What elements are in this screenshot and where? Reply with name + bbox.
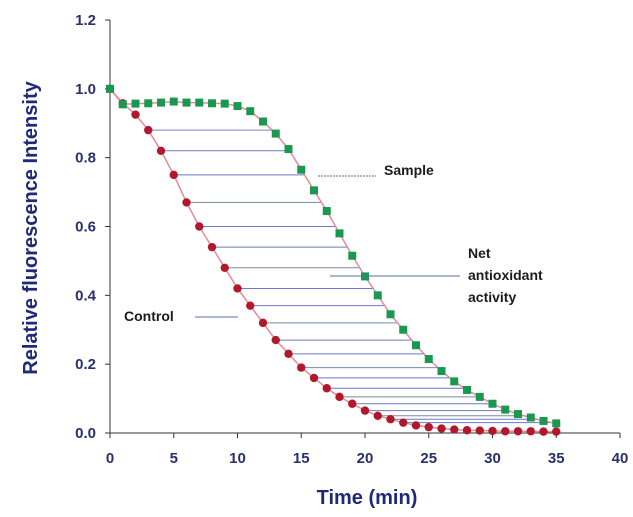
data-point-sample	[348, 251, 357, 260]
x-tick-label: 15	[293, 450, 310, 467]
data-point-control	[501, 427, 510, 436]
data-point-sample	[501, 405, 510, 414]
data-point-sample	[526, 413, 535, 422]
data-point-sample	[118, 100, 127, 109]
data-point-control	[552, 427, 561, 436]
data-point-sample	[450, 377, 459, 386]
x-tick-label: 30	[484, 450, 501, 467]
data-point-sample	[488, 399, 497, 408]
y-tick-label: 0.2	[75, 356, 96, 373]
data-point-control	[297, 363, 306, 372]
data-point-control	[539, 427, 548, 436]
data-point-control	[450, 425, 459, 434]
series-points	[105, 84, 561, 436]
data-point-sample	[208, 99, 216, 108]
x-tick-label: 0	[106, 450, 114, 467]
y-tick-label: 1.2	[75, 12, 96, 29]
data-point-sample	[552, 419, 561, 428]
data-point-control	[424, 422, 433, 432]
y-tick-label: 1.0	[75, 81, 96, 98]
data-point-sample	[284, 145, 293, 154]
data-point-control	[475, 426, 484, 435]
x-axis-title: Time (min)	[317, 487, 418, 509]
data-point-sample	[131, 99, 140, 108]
y-tick-label: 0.4	[75, 287, 97, 304]
net-activity-lines	[148, 129, 553, 424]
data-point-control	[488, 426, 497, 436]
data-point-control	[437, 424, 446, 433]
annotation-net: Net	[468, 245, 491, 261]
data-point-control	[195, 222, 204, 231]
data-point-control	[271, 335, 280, 345]
data-point-control	[258, 318, 268, 328]
data-point-sample	[399, 325, 408, 334]
data-point-sample	[463, 385, 471, 394]
data-point-control	[399, 418, 408, 427]
data-point-sample	[386, 310, 395, 319]
data-point-sample	[157, 98, 165, 107]
data-point-control	[322, 384, 331, 393]
data-point-control	[526, 427, 535, 436]
x-tick-label: 25	[420, 450, 437, 467]
data-point-control	[309, 373, 319, 383]
data-point-sample	[220, 99, 229, 108]
axes: 0 5 10 15 20 25 30 35 40 0.0 0.2 0.4 0.6 0.8 1.0 1.2	[75, 12, 628, 467]
data-point-control	[373, 411, 382, 420]
data-point-control	[220, 263, 229, 272]
annotation-activity: activity	[468, 289, 516, 305]
data-point-sample	[310, 186, 318, 195]
data-point-sample	[271, 129, 280, 138]
data-point-control	[513, 427, 523, 436]
data-point-control	[131, 110, 140, 119]
data-point-control	[386, 415, 395, 424]
data-point-sample	[412, 341, 420, 350]
y-tick-label: 0.0	[75, 425, 96, 442]
data-point-sample	[169, 97, 178, 106]
y-tick-label: 0.6	[75, 219, 96, 236]
data-point-control	[462, 426, 472, 435]
data-point-sample	[233, 102, 242, 111]
data-point-control	[182, 198, 191, 207]
x-tick-label: 5	[170, 450, 178, 467]
data-point-control	[233, 284, 242, 293]
x-tick-label: 40	[612, 450, 629, 467]
data-point-sample	[335, 229, 344, 238]
data-point-sample	[182, 98, 191, 107]
data-point-sample	[475, 392, 484, 401]
data-point-control	[284, 349, 293, 359]
data-point-control	[144, 125, 153, 135]
data-point-control	[156, 146, 166, 155]
data-point-control	[360, 406, 370, 415]
data-point-sample	[437, 367, 446, 376]
data-point-control	[335, 392, 344, 402]
annotation-control: Control	[124, 308, 174, 324]
data-point-control	[246, 301, 255, 310]
data-point-sample	[106, 84, 114, 93]
data-point-sample	[195, 98, 204, 107]
data-point-sample	[539, 416, 548, 425]
x-tick-label: 10	[229, 450, 246, 467]
data-point-sample	[373, 291, 382, 300]
data-point-control	[207, 242, 217, 252]
data-point-control	[169, 170, 178, 180]
data-point-sample	[514, 410, 522, 419]
data-point-sample	[144, 99, 153, 108]
annotation-sample: Sample	[384, 162, 434, 178]
data-point-sample	[246, 107, 255, 116]
x-tick-label: 20	[357, 450, 374, 467]
y-axis-title: Relative fluorescence Intensity	[20, 80, 42, 374]
data-point-control	[411, 421, 421, 430]
data-point-control	[348, 399, 357, 408]
annotations: Sample Net antioxidant activity Control	[124, 162, 543, 324]
data-point-sample	[297, 165, 306, 174]
annotation-antioxidant: antioxidant	[468, 267, 543, 283]
data-point-sample	[424, 355, 433, 364]
data-point-sample	[322, 207, 331, 216]
x-tick-label: 35	[548, 450, 565, 467]
y-tick-label: 0.8	[75, 150, 96, 167]
data-point-sample	[259, 117, 267, 126]
